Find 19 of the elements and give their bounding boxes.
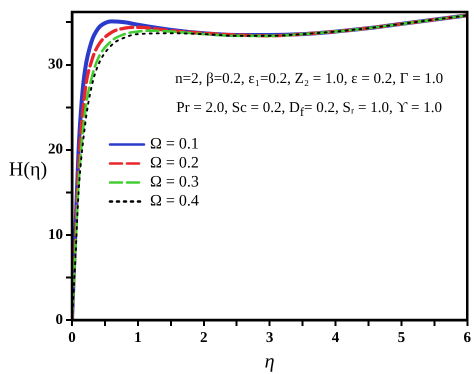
x-tick-label: 3: [266, 330, 274, 346]
x-axis-title: η: [264, 350, 275, 372]
y-tick-label: 30: [48, 56, 63, 73]
y-axis-title: H(η): [8, 158, 48, 180]
x-tick-label: 6: [464, 330, 472, 346]
x-tick-label: 2: [200, 330, 208, 346]
y-tick-label: 0: [56, 312, 63, 328]
legend-label: Ω = 0.4: [150, 192, 199, 210]
x-tick-label: 0: [68, 330, 76, 346]
annotation: n=2, β=0.2, ε₁=0.2, Z₂ = 1.0, ε = 0.2, Γ = 1.0: [175, 70, 444, 88]
legend-label: Ω = 0.1: [150, 136, 199, 153]
legend-label: Ω = 0.2: [150, 154, 199, 172]
x-tick-label: 4: [332, 330, 340, 346]
x-tick-label: 1: [134, 330, 142, 346]
y-tick-label: 10: [48, 226, 63, 243]
annotation: Pr = 2.0, Sc = 0.2, D$_{f}$= 0.2, Sᵣ = 1.0, ϒ = 1.0: [176, 100, 442, 120]
y-tick-label: 20: [48, 142, 63, 158]
legend-label: Ω = 0.3: [150, 174, 199, 191]
x-tick-label: 5: [398, 330, 406, 346]
